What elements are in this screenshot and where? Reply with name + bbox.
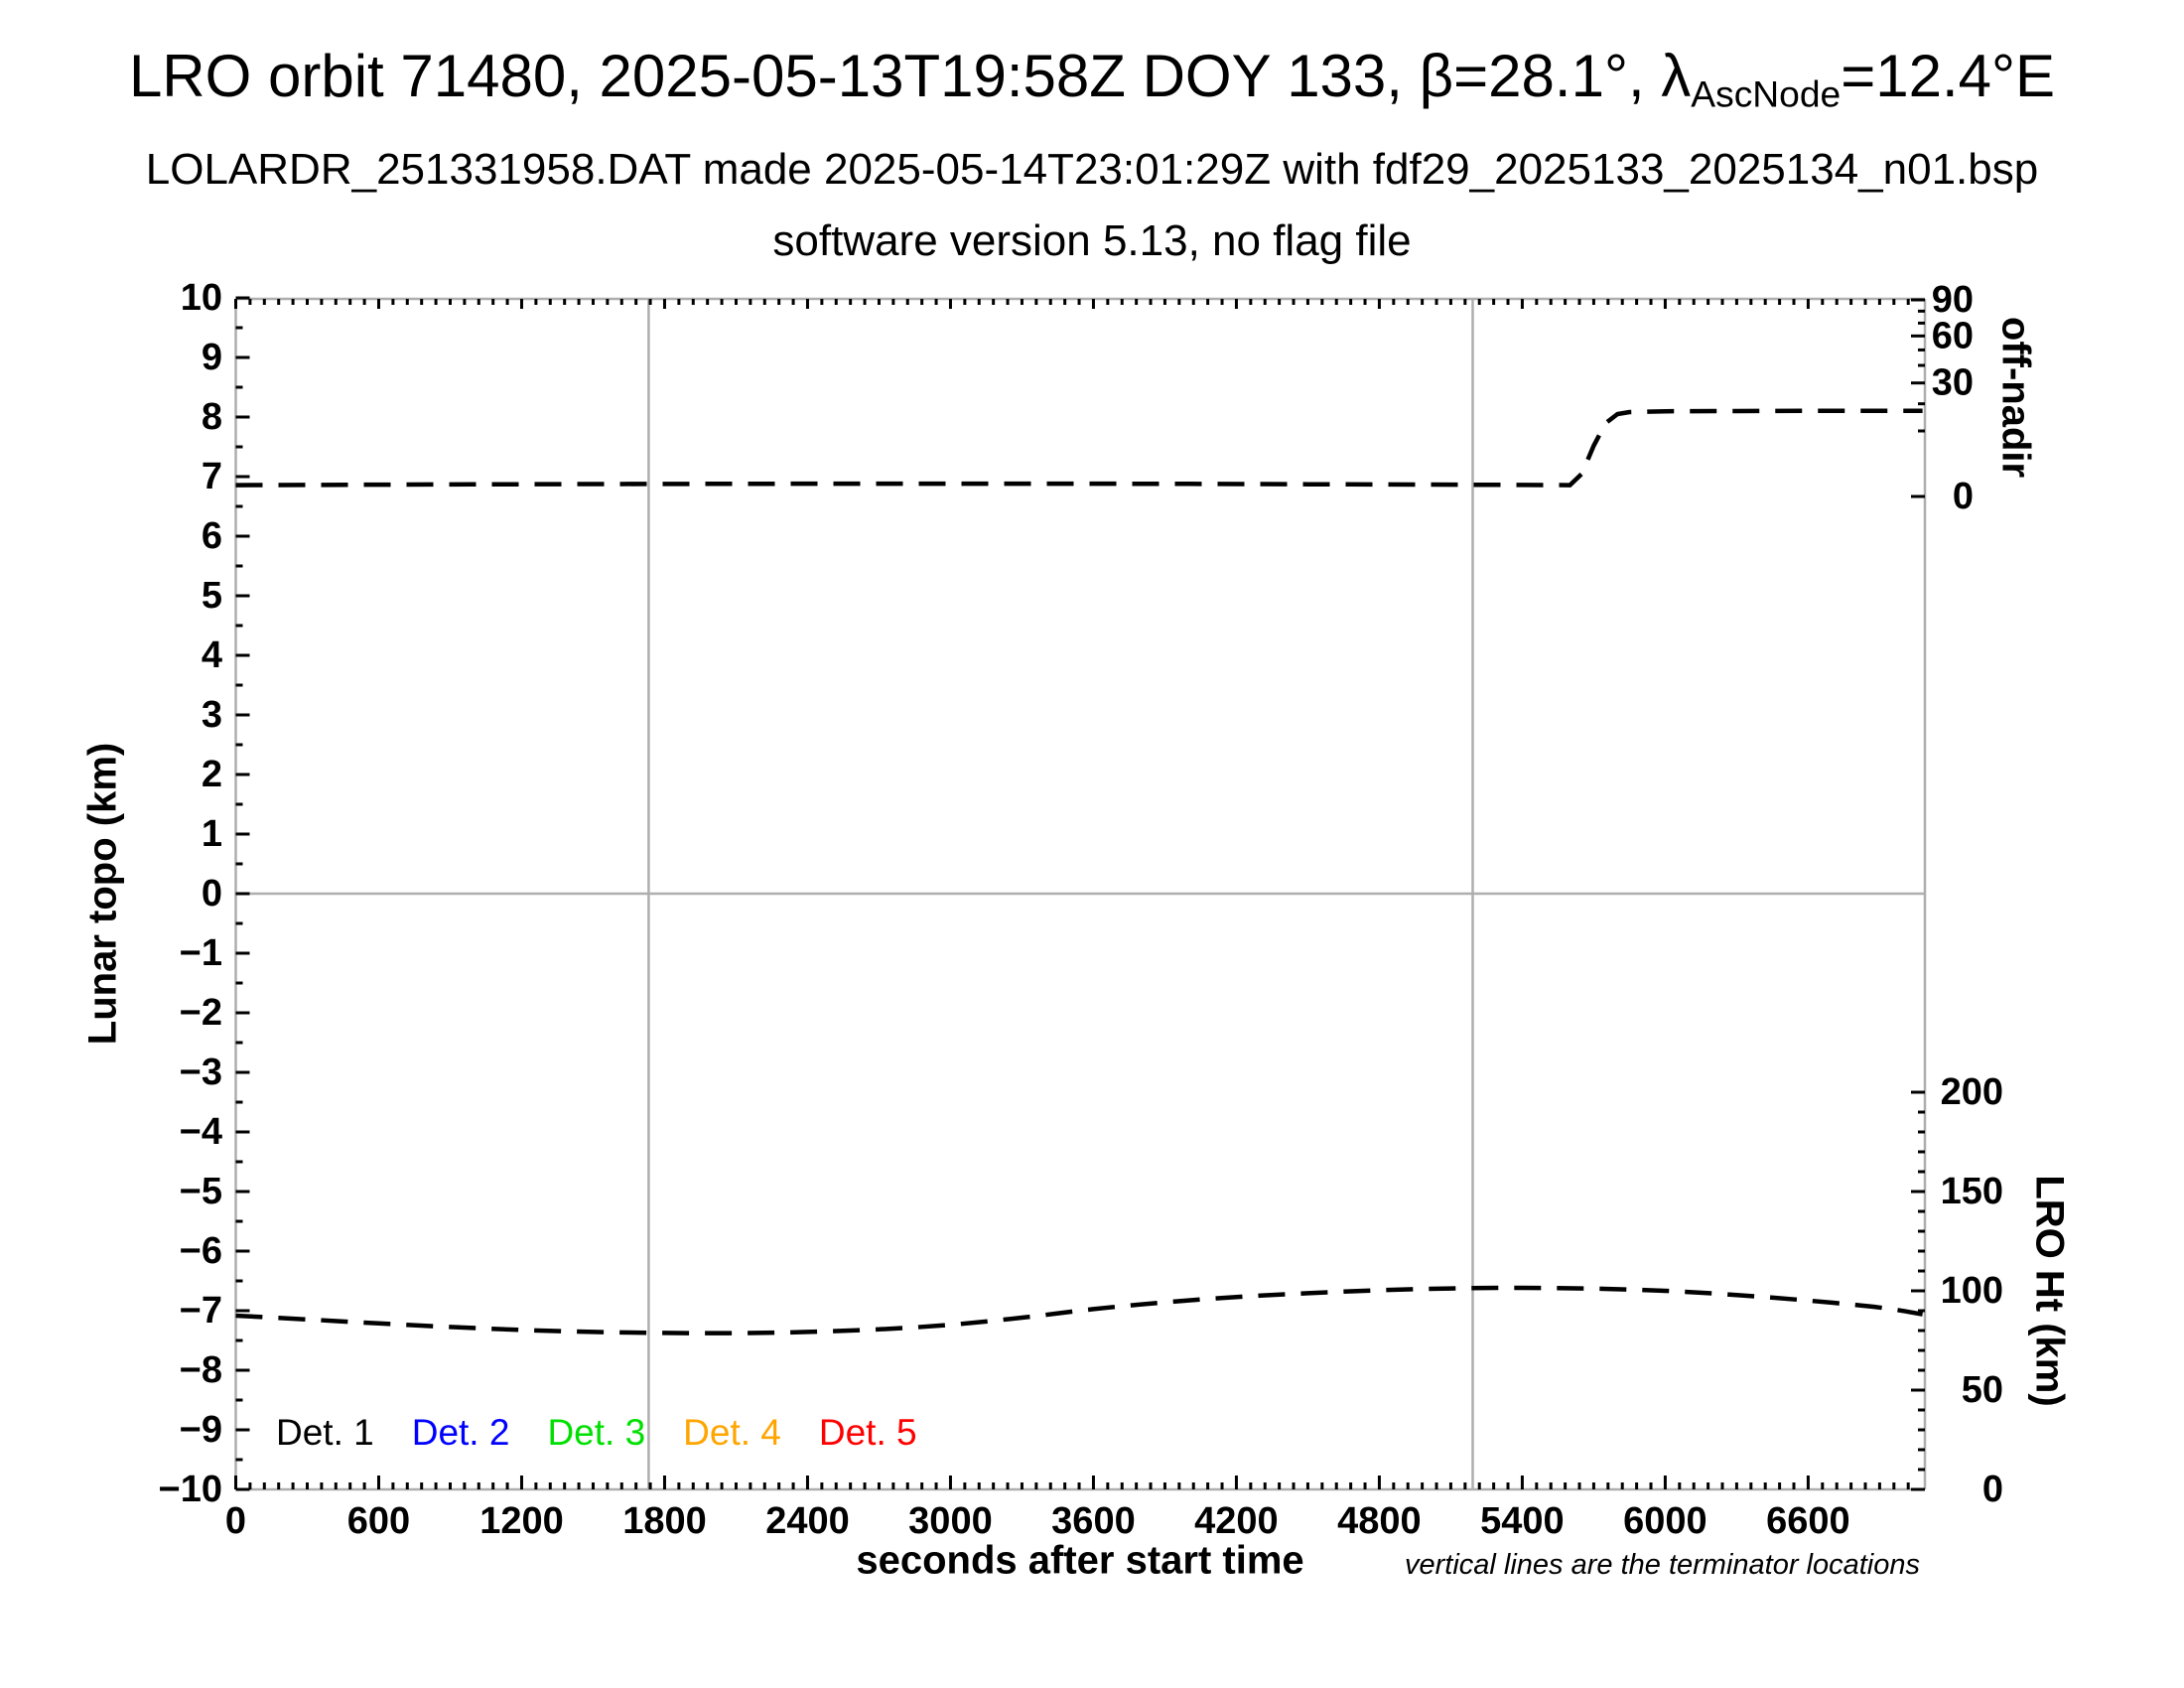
y-left-tick-label: 3	[202, 694, 222, 736]
legend-item-det-3: Det. 3	[547, 1412, 646, 1453]
x-tick-label: 0	[225, 1500, 246, 1542]
x-tick-label: 4200	[1194, 1500, 1279, 1542]
x-tick-label: 6000	[1623, 1500, 1707, 1542]
y-left-tick-label: 1	[202, 813, 222, 855]
x-tick-label: 4800	[1337, 1500, 1422, 1542]
x-tick-label: 2400	[765, 1500, 850, 1542]
y-left-tick-label: −7	[180, 1290, 222, 1332]
detector-legend: Det. 1 Det. 2 Det. 3 Det. 4 Det. 5	[276, 1412, 917, 1454]
x-axis-title: seconds after start time	[856, 1538, 1304, 1583]
x-tick-label: 1200	[479, 1500, 564, 1542]
offnadir-tick-label: 0	[1953, 476, 1974, 517]
y-left-tick-label: 8	[202, 396, 222, 438]
y-left-tick-label: 2	[202, 754, 222, 795]
plot-title-main: LRO orbit 71480, 2025-05-13T19:58Z DOY 1…	[128, 43, 1692, 109]
y-left-tick-label: 7	[202, 456, 222, 497]
y-axis-lro-height-title: LRO Ht (km)	[2027, 1175, 2072, 1407]
y-left-tick-label: −9	[180, 1409, 222, 1451]
y-left-tick-label: 9	[202, 337, 222, 378]
x-tick-label: 3000	[908, 1500, 993, 1542]
lro-ht-tick-label: 100	[1941, 1270, 2003, 1312]
legend-item-det-5: Det. 5	[818, 1412, 917, 1453]
plot-title-subscript: AscNode	[1691, 72, 1842, 115]
offnadir-tick-label: 30	[1932, 362, 1974, 404]
y-left-tick-label: −5	[180, 1171, 222, 1212]
x-tick-label: 1800	[622, 1500, 707, 1542]
offnadir-curve	[235, 408, 1923, 488]
y-axis-offnadir-title: off-nadir	[1993, 316, 2038, 479]
legend-item-det-2: Det. 2	[411, 1412, 510, 1453]
lro-height-curve	[235, 1285, 1923, 1336]
y-left-tick-label: 5	[202, 575, 222, 617]
y-left-tick-label: −10	[159, 1469, 222, 1510]
x-tick-label: 5400	[1480, 1500, 1565, 1542]
y-left-tick-label: 4	[202, 634, 222, 676]
plot-title-suffix: =12.4°E	[1841, 43, 2056, 109]
y-left-tick-label: −3	[180, 1052, 222, 1093]
y-left-tick-label: 0	[202, 873, 222, 914]
legend-item-det-1: Det. 1	[276, 1412, 374, 1453]
y-left-tick-label: −8	[180, 1349, 222, 1391]
lro-ht-tick-label: 50	[1962, 1369, 2003, 1411]
y-left-tick-label: −1	[180, 932, 222, 974]
y-left-tick-label: −4	[180, 1111, 222, 1153]
x-tick-label: 3600	[1051, 1500, 1136, 1542]
plot-subtitle-file: LOLARDR_251331958.DAT made 2025-05-14T23…	[145, 145, 2039, 194]
x-tick-label: 6600	[1766, 1500, 1850, 1542]
lro-ht-tick-label: 0	[1982, 1469, 2003, 1510]
plot-title: LRO orbit 71480, 2025-05-13T19:58Z DOY 1…	[0, 42, 2184, 115]
y-left-tick-label: 6	[202, 515, 222, 557]
offnadir-tick-label: 60	[1932, 315, 1974, 356]
lro-ht-tick-label: 200	[1941, 1071, 2003, 1113]
x-tick-label: 600	[347, 1500, 410, 1542]
lro-ht-tick-label: 150	[1941, 1171, 2003, 1212]
legend-item-det-4: Det. 4	[683, 1412, 781, 1453]
y-left-tick-label: −2	[180, 992, 222, 1034]
offnadir-tick-label: 90	[1932, 279, 1974, 321]
y-left-tick-label: 10	[181, 277, 222, 319]
y-axis-left-title: Lunar topo (km)	[80, 742, 125, 1046]
terminator-footnote: vertical lines are the terminator locati…	[1404, 1549, 1920, 1581]
plot-subtitle-version: software version 5.13, no flag file	[772, 216, 1412, 265]
y-left-tick-label: −6	[180, 1230, 222, 1272]
